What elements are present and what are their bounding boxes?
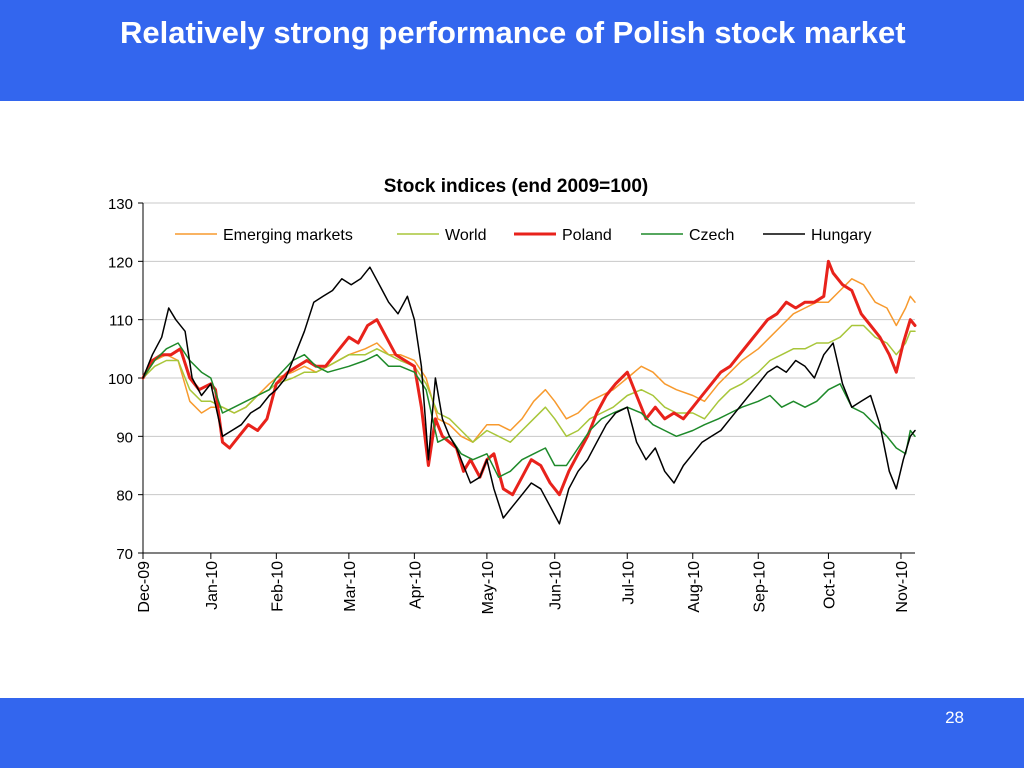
y-tick-label: 130 [108,196,133,213]
legend-label: Hungary [811,227,871,244]
legend-label: Czech [689,227,734,244]
x-tick-label: Feb-10 [269,561,286,612]
legend-label: Poland [562,227,612,244]
y-tick-label: 90 [116,429,133,446]
y-tick-label: 70 [116,546,133,563]
x-tick-label: Jun-10 [548,561,565,610]
y-tick-label: 120 [108,254,133,271]
legend: Emerging markets World Poland Czech Hungary [175,227,871,244]
x-tick-label: Apr-10 [407,561,424,609]
gridlines [143,202,915,496]
series-line-czech [142,342,916,478]
x-tick-label: Oct-10 [821,561,838,609]
x-tick-label: Jan-10 [204,561,221,610]
slide-title: Relatively strong performance of Polish … [120,15,906,50]
x-tick-label: Mar-10 [342,561,359,612]
x-tick-label: Sep-10 [751,561,768,613]
y-tick-label: 100 [108,371,133,388]
x-tick-label: Nov-10 [894,561,911,613]
x-tick-label: Jul-10 [620,561,637,605]
page-number: 28 [945,708,964,727]
series-line-poland [141,259,917,497]
x-tick-label: Dec-09 [136,561,153,613]
legend-label: Emerging markets [223,227,353,244]
series-line-emerging-markets [142,278,916,443]
chart-title: Stock indices (end 2009=100) [384,176,649,197]
stock-indices-chart: Stock indices (end 2009=100) 70 80 90 100 11… [108,176,917,614]
y-tick-label: 80 [116,488,133,505]
series-line-world [142,324,916,443]
x-tick-label: Aug-10 [686,561,703,613]
slide-header: Relatively strong performance of Polish … [0,0,1024,101]
x-tick-label: May-10 [480,561,497,614]
legend-label: World [445,227,487,244]
series-line-hungary [142,266,916,525]
axes: 70 80 90 100 110 120 130 Dec-09 Jan-10 Feb-10 Mar-… [108,196,915,614]
y-tick-label: 110 [109,313,133,330]
series-lines [141,259,917,525]
slide-footer: 28 [0,698,1024,768]
